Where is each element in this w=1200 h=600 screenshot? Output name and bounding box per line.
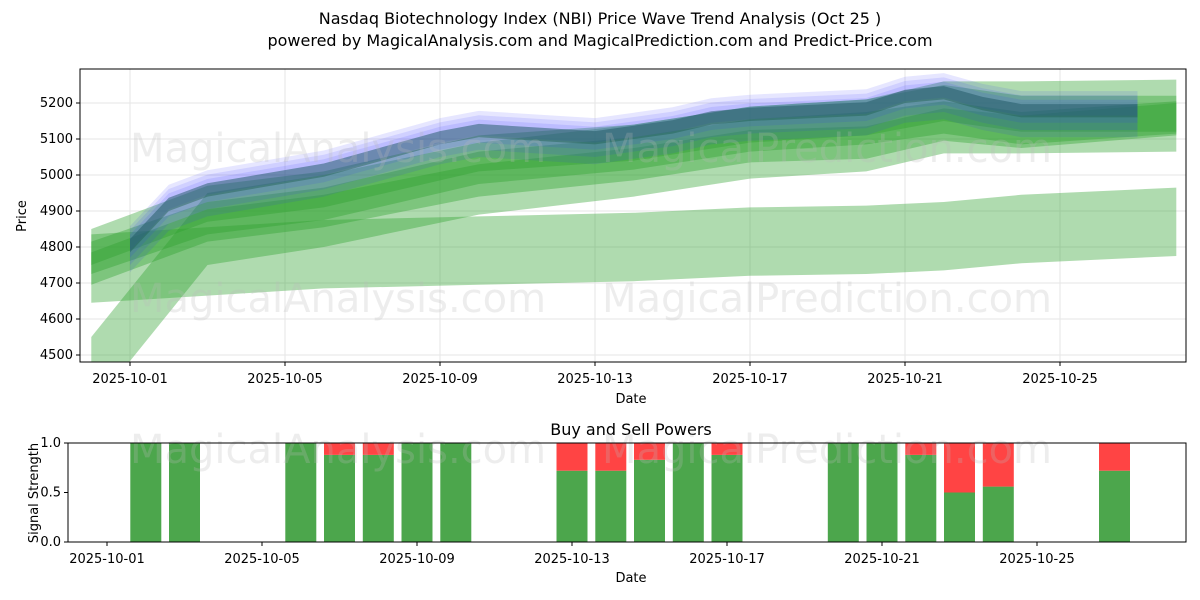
buy-bar-2025-10-17 (711, 454, 743, 542)
buy-bar-2025-10-02 (130, 443, 162, 542)
buy-bar-2025-10-16 (672, 443, 704, 542)
blue-wave-band-1 (130, 81, 1138, 258)
sell-bar-2025-10-08 (362, 443, 394, 455)
green-wave-band-2 (91, 103, 1177, 285)
buy-bar-2025-10-22 (905, 454, 937, 542)
price-axes-frame (79, 68, 1187, 363)
price-y-label: Price (15, 200, 30, 232)
overlap-wave-band (130, 86, 1138, 253)
sell-bar-2025-10-17 (711, 443, 743, 455)
signal-x-label: Date (615, 571, 646, 586)
signal-x-tick-label: 2025-10-13 (534, 552, 610, 567)
price-x-tick-label: 2025-10-13 (557, 372, 633, 387)
price-y-tick-label: 4800 (40, 240, 73, 255)
buy-bar-2025-10-23 (944, 492, 975, 542)
blue-wave-band-0 (130, 86, 1138, 251)
price-y-tick-label: 4900 (40, 204, 73, 219)
sell-bar-2025-10-22 (905, 443, 937, 455)
sell-bar-2025-10-14 (595, 443, 627, 471)
signal-y-ticks: 0.0 0.5 1.0 (40, 436, 68, 550)
price-watermarks: MagicalAnalysis.com MagicalPrediction.co… (130, 126, 1052, 322)
green-wave-band-1 (91, 101, 1177, 274)
watermark-prediction-bottom: MagicalPrediction.com (602, 427, 1052, 473)
price-y-tick-label: 5000 (40, 168, 73, 183)
buy-bar-2025-10-03 (169, 443, 200, 542)
buy-bar-2025-10-14 (595, 470, 627, 542)
buy-bar-2025-10-20 (827, 443, 859, 542)
price-y-tick-label: 4700 (40, 276, 73, 291)
signal-x-tick-label: 2025-10-01 (69, 552, 145, 567)
signal-y-tick-label: 0.0 (40, 535, 61, 550)
price-x-ticks: 2025-10-01 2025-10-05 2025-10-09 2025-10-13… (92, 362, 1098, 387)
green-wave-band-3 (91, 79, 1177, 362)
watermark-prediction-mid: MagicalPrediction.com (602, 276, 1052, 322)
watermark-analysis-mid: MagicalAnalysis.com (130, 276, 546, 322)
price-x-tick-label: 2025-10-25 (1022, 372, 1098, 387)
watermark-prediction-top: MagicalPrediction.com (602, 126, 1052, 172)
sell-bar-2025-10-27 (1099, 443, 1130, 471)
sell-bar-2025-10-15 (634, 443, 665, 460)
blue-wave-band-3 (130, 73, 1138, 273)
buy-bar-2025-10-06 (285, 443, 317, 542)
signal-y-tick-label: 0.5 (40, 486, 61, 501)
buy-bar-2025-10-13 (556, 470, 588, 542)
signal-x-tick-label: 2025-10-25 (999, 552, 1075, 567)
signal-watermarks: MagicalAnalysis.com MagicalPrediction.co… (130, 427, 1052, 473)
watermark-analysis-top: MagicalAnalysis.com (130, 126, 546, 172)
buy-bar-2025-10-21 (866, 443, 898, 542)
price-y-tick-label: 5100 (40, 132, 73, 147)
buy-bar-2025-10-09 (401, 443, 433, 542)
price-x-tick-label: 2025-10-01 (92, 372, 168, 387)
signal-y-label: Signal Strength (27, 443, 42, 543)
price-y-tick-label: 4600 (40, 312, 73, 327)
buy-bar-2025-10-08 (362, 454, 394, 542)
signal-x-tick-label: 2025-10-21 (844, 552, 920, 567)
price-y-tick-label: 5200 (40, 96, 73, 111)
sell-bar-2025-10-13 (556, 443, 588, 471)
price-x-tick-label: 2025-10-09 (402, 372, 478, 387)
price-x-tick-label: 2025-10-05 (247, 372, 323, 387)
signal-chart-title: Buy and Sell Powers (550, 420, 712, 439)
price-grid (80, 69, 1186, 362)
buy-bar-2025-10-24 (982, 486, 1014, 542)
chart-title: Nasdaq Biotechnology Index (NBI) Price W… (318, 9, 882, 28)
price-x-tick-label: 2025-10-17 (712, 372, 788, 387)
watermark-analysis-bottom: MagicalAnalysis.com (130, 427, 546, 473)
price-plot-area (91, 73, 1177, 362)
signal-x-ticks: 2025-10-01 2025-10-05 2025-10-09 2025-10-13… (69, 542, 1075, 567)
buy-bar-2025-10-10 (440, 443, 472, 542)
signal-x-tick-label: 2025-10-09 (379, 552, 455, 567)
sell-bar-2025-10-23 (944, 443, 975, 493)
price-y-tick-label: 4500 (40, 348, 73, 363)
price-x-tick-label: 2025-10-21 (867, 372, 943, 387)
price-y-ticks: 4500 4600 4700 4800 4900 5000 5100 5200 (40, 96, 80, 363)
sell-bar-2025-10-07 (324, 443, 355, 455)
buy-bar-2025-10-07 (324, 454, 355, 542)
buy-bar-2025-10-15 (634, 459, 665, 542)
chart-subtitle: powered by MagicalAnalysis.com and Magic… (267, 31, 933, 50)
blue-wave-band-2 (130, 77, 1138, 266)
buy-bar-2025-10-27 (1099, 470, 1130, 542)
signal-plot-area (130, 443, 1130, 542)
sell-bar-2025-10-24 (982, 443, 1014, 487)
signal-x-tick-label: 2025-10-05 (224, 552, 300, 567)
signal-x-tick-label: 2025-10-17 (689, 552, 765, 567)
green-wave-band-0 (91, 85, 1177, 265)
price-x-label: Date (615, 392, 646, 407)
green-wave-band-4 (91, 187, 1177, 303)
signal-y-tick-label: 1.0 (40, 436, 61, 451)
